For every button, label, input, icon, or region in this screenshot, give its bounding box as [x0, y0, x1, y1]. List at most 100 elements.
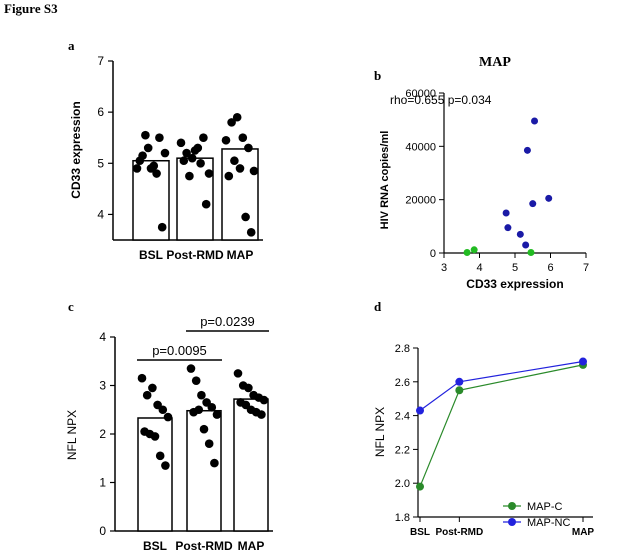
x-tick-label-b: 4: [476, 262, 482, 274]
panel-label-a: a: [68, 38, 75, 53]
y-tick-label-c: 1: [99, 476, 106, 490]
x-tick-label-c: MAP: [238, 539, 265, 553]
panel-label-c: c: [68, 299, 74, 314]
data-point-a: [152, 169, 161, 178]
y-tick-label-d: 1.8: [395, 512, 410, 524]
data-point-a: [244, 143, 253, 153]
data-point-c: [244, 383, 253, 393]
figure-title: Figure S3: [4, 1, 58, 16]
data-point-a: [187, 153, 197, 163]
y-axis-label-c: NFL NPX: [65, 410, 79, 460]
data-point-d: [455, 386, 464, 395]
x-tick-label-b: 6: [547, 262, 553, 274]
y-axis-label-b: HIV RNA copies/ml: [379, 131, 391, 230]
data-point-b: [527, 248, 535, 256]
data-point-c: [191, 376, 201, 385]
series-line-d: [419, 364, 584, 487]
data-point-c: [259, 395, 269, 405]
y-tick-label-a: 5: [97, 156, 104, 170]
x-tick-label-a: MAP: [227, 248, 254, 262]
data-point-d: [455, 377, 464, 386]
data-point-a: [204, 169, 214, 178]
data-point-a: [230, 156, 239, 166]
legend-label-d: MAP-NC: [527, 517, 570, 529]
x-tick-label-c: Post-RMD: [175, 539, 233, 553]
data-point-c: [204, 439, 214, 449]
data-point-a: [182, 148, 191, 158]
y-tick-label-c: 0: [99, 524, 106, 538]
p-value-label: p=0.0239: [200, 314, 255, 329]
legend-marker-d: [508, 502, 516, 510]
data-point-a: [146, 164, 156, 173]
data-point-b: [529, 200, 537, 208]
data-point-c: [207, 403, 217, 412]
p-value-label: p=0.0095: [152, 343, 207, 358]
data-point-a: [235, 164, 245, 173]
x-tick-label-c: BSL: [143, 539, 167, 553]
y-tick-label-a: 4: [97, 207, 104, 221]
y-tick-label-c: 3: [99, 379, 106, 393]
y-tick-label-c: 4: [99, 330, 106, 344]
x-tick-label-d: MAP: [572, 527, 595, 538]
data-point-c: [197, 390, 206, 400]
data-point-a: [201, 199, 211, 209]
data-point-a: [179, 156, 189, 166]
legend-label-d: MAP-C: [527, 501, 563, 513]
data-point-a: [157, 222, 167, 232]
y-tick-label-d: 2.4: [395, 411, 410, 423]
data-point-a: [227, 118, 236, 127]
data-point-c: [257, 410, 266, 419]
y-axis-label-a: CD33 expression: [69, 101, 83, 198]
x-tick-label-d: Post-RMD: [435, 527, 483, 538]
x-tick-label-a: Post-RMD: [166, 248, 224, 262]
y-tick-label-d: 2.2: [395, 444, 410, 456]
data-point-a: [190, 146, 200, 155]
x-axis-label-b: CD33 expression: [466, 277, 563, 291]
data-point-c: [163, 412, 173, 422]
data-point-d: [579, 357, 587, 366]
data-point-c: [137, 373, 147, 383]
y-axis-label-d: NFL NPX: [373, 407, 387, 457]
data-point-c: [233, 369, 243, 378]
data-point-b: [522, 241, 530, 249]
data-point-a: [141, 130, 150, 140]
data-point-c: [212, 410, 222, 419]
data-point-d: [416, 406, 424, 415]
y-tick-label-c: 2: [99, 427, 106, 441]
data-point-a: [221, 135, 231, 145]
data-point-a: [176, 138, 186, 148]
x-tick-label-b: 7: [583, 262, 589, 274]
y-tick-label-b: 40000: [405, 141, 436, 153]
data-point-c: [199, 424, 209, 434]
annotation-b: rho=0.655 p=0.034: [390, 93, 492, 107]
series-line-d: [419, 360, 584, 412]
data-point-a: [241, 212, 250, 222]
data-point-c: [155, 451, 165, 461]
data-point-c: [158, 405, 168, 415]
data-point-c: [148, 383, 157, 393]
data-point-a: [224, 171, 234, 181]
data-point-b: [502, 209, 510, 217]
legend-marker-d: [508, 518, 516, 526]
data-point-a: [196, 158, 205, 168]
x-tick-label-b: 3: [441, 262, 447, 274]
data-point-b: [516, 230, 524, 238]
data-point-b: [463, 248, 471, 256]
data-point-b: [523, 146, 531, 154]
panel-label-d: d: [374, 299, 382, 314]
y-tick-label-d: 2.0: [395, 478, 410, 490]
data-point-d: [416, 482, 424, 491]
data-point-b: [531, 117, 539, 125]
data-point-a: [185, 171, 194, 181]
y-tick-label-b: 20000: [405, 195, 436, 207]
data-point-a: [246, 228, 256, 237]
data-point-a: [155, 133, 164, 143]
y-tick-label-b: 60000: [405, 88, 436, 100]
data-point-a: [160, 148, 170, 158]
bar-c: [233, 398, 269, 532]
data-point-c: [186, 364, 196, 373]
y-tick-label-d: 2.8: [395, 343, 410, 355]
x-tick-label-d: BSL: [410, 527, 430, 538]
x-tick-label-a: BSL: [139, 248, 163, 262]
